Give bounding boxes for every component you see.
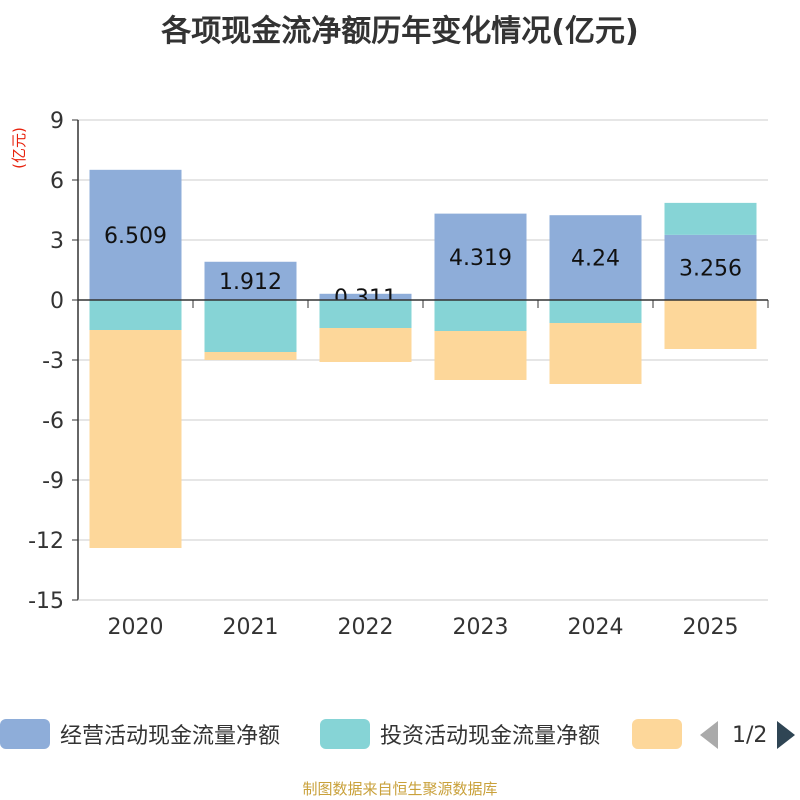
y-tick-label: 0: [50, 289, 64, 314]
bar-investing-2020: [89, 300, 182, 330]
legend-item-operating[interactable]: 经营活动现金流量净额: [0, 716, 280, 752]
bar-investing-2023: [434, 300, 527, 331]
bar-investing-2022: [319, 300, 412, 328]
y-tick-label: -12: [28, 529, 64, 554]
legend-item-investing[interactable]: 投资活动现金流量净额: [320, 716, 600, 752]
chart-plot-area: 9630-3-6-9-12-15(亿元)6.5091.9120.3114.319…: [10, 109, 769, 640]
data-label-2024: 4.24: [571, 247, 620, 272]
legend-label-investing: 投资活动现金流量净额: [380, 724, 601, 749]
legend-swatch-investing: [320, 719, 370, 749]
bar-operating-2021: [204, 261, 297, 300]
chart-title: 各项现金流净额历年变化情况(亿元): [161, 14, 639, 49]
x-tick-label: 2020: [108, 615, 164, 640]
x-tick-label: 2025: [683, 615, 739, 640]
x-tick-label: 2023: [453, 615, 509, 640]
bar-financing-2025: [664, 300, 757, 349]
bar-operating-2023: [434, 213, 527, 300]
x-tick-label: 2024: [568, 615, 624, 640]
legend-prev-page-icon[interactable]: [700, 721, 718, 749]
y-axis-label: (亿元): [10, 127, 28, 169]
y-tick-label: 9: [50, 109, 64, 134]
y-tick-label: -15: [28, 589, 64, 614]
data-source-footer: 制图数据来自恒生聚源数据库: [302, 780, 498, 798]
bar-operating-2025: [664, 234, 757, 300]
x-tick-label: 2021: [223, 615, 279, 640]
data-label-2023: 4.319: [449, 246, 512, 271]
y-tick-label: -6: [42, 409, 64, 434]
legend: 经营活动现金流量净额 投资活动现金流量净额: [0, 716, 800, 752]
bar-operating-2022: [319, 293, 412, 300]
bar-financing-2024: [549, 323, 642, 384]
y-tick-label: 6: [50, 169, 64, 194]
bar-financing-2020: [89, 330, 182, 548]
y-tick-label: -3: [42, 349, 64, 374]
bar-investing-2024: [549, 300, 642, 323]
bar-investing-2025: [664, 202, 757, 235]
bar-financing-2021: [204, 352, 297, 360]
legend-swatch-financing: [632, 719, 682, 749]
bar-operating-2020: [89, 169, 182, 300]
bar-operating-2024: [549, 215, 642, 300]
legend-swatch-operating: [0, 719, 50, 749]
legend-label-operating: 经营活动现金流量净额: [60, 724, 281, 749]
legend-pager: 1/2: [700, 718, 796, 752]
data-label-2025: 3.256: [679, 256, 742, 281]
y-tick-label: 3: [50, 229, 64, 254]
legend-item-financing[interactable]: [632, 716, 692, 752]
x-tick-label: 2022: [338, 615, 394, 640]
bar-financing-2023: [434, 331, 527, 380]
bar-financing-2022: [319, 328, 412, 362]
data-label-2021: 1.912: [219, 270, 282, 295]
data-label-2020: 6.509: [104, 224, 167, 249]
legend-page-indicator: 1/2: [732, 722, 768, 748]
bar-investing-2021: [204, 300, 297, 352]
legend-next-page-icon[interactable]: [777, 721, 796, 749]
y-tick-label: -9: [42, 469, 64, 494]
